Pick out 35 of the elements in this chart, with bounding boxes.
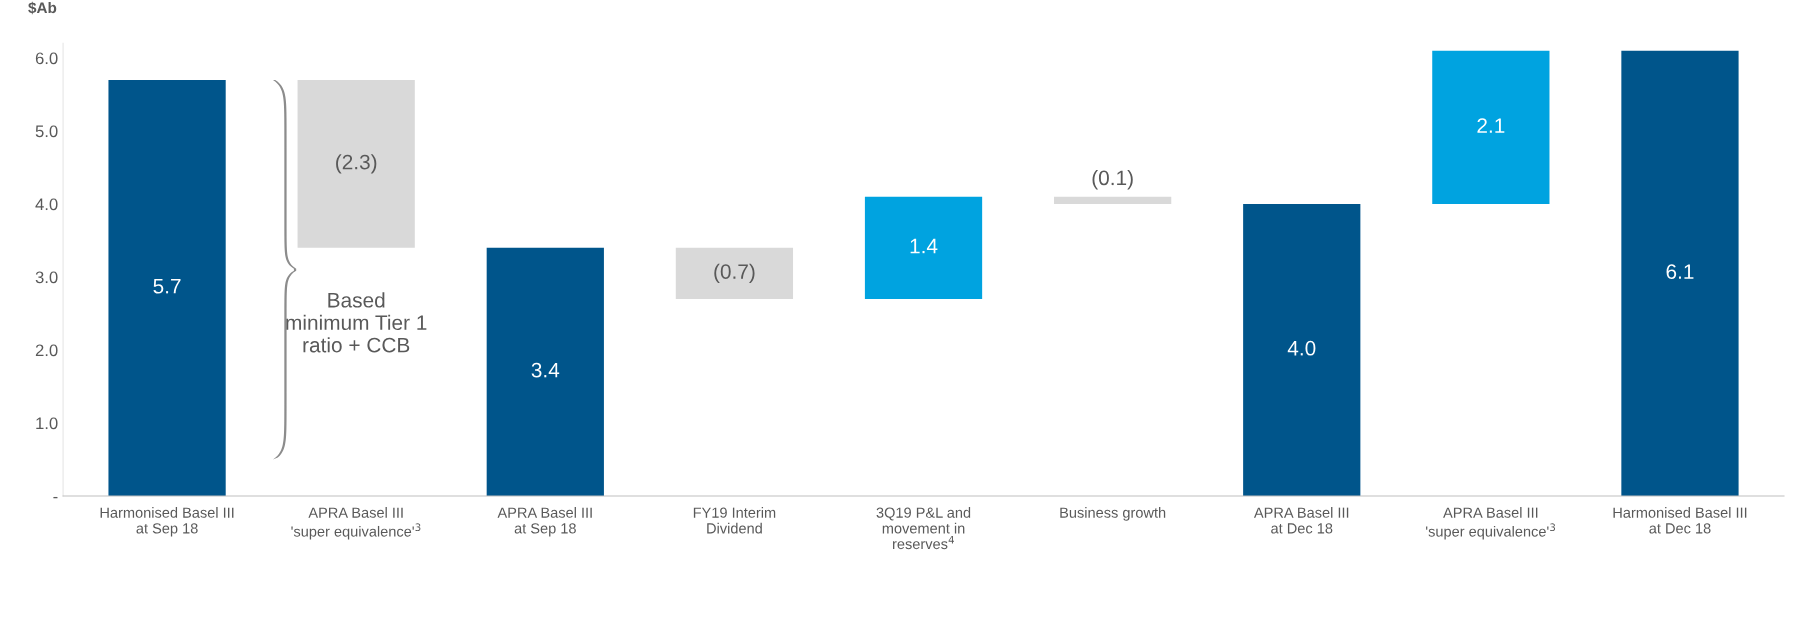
x-tick-label: APRA Basel III 'super equivalence'$^{3}$ [1426, 507, 1556, 540]
bar [675, 247, 794, 299]
x-tick-label: Harmonised Basel III at Dec 18 [1613, 507, 1747, 534]
y-tick-label: 5.0 [35, 125, 58, 138]
data-label: 5.7 [153, 279, 181, 294]
y-tick-label: 2.0 [35, 344, 58, 357]
bar [864, 196, 983, 299]
data-label: 4.0 [1287, 340, 1316, 356]
bar [1054, 196, 1172, 204]
x-tick-label: Harmonised Basel III at Sep 18 [100, 507, 234, 537]
x-tick-label: APRA Basel III at Sep 18 [497, 507, 592, 537]
data-label: 3.4 [531, 362, 560, 378]
data-label: 2.1 [1477, 118, 1505, 133]
y-tick-label: - [53, 496, 58, 499]
bar [1621, 50, 1739, 496]
y-tick-label: 6.0 [35, 52, 58, 65]
data-label: (0.7) [714, 263, 755, 284]
data-label: 1.4 [910, 238, 938, 254]
y-tick-label: 4.0 [35, 198, 58, 211]
y-tick-label: 3.0 [35, 271, 58, 284]
x-tick-label: Business growth [1060, 507, 1166, 521]
x-tick-label: APRA Basel III at Dec 18 [1253, 507, 1349, 534]
y-axis-title: $Ab [28, 1, 57, 15]
bar [1243, 204, 1361, 496]
y-tick-label: 1.0 [36, 417, 58, 430]
bar [486, 247, 604, 496]
data-label: 6.1 [1666, 264, 1694, 279]
data-label: (0.1) [1092, 169, 1133, 190]
bar [108, 79, 226, 496]
data-label: (2.3) [336, 154, 377, 174]
x-tick-label: 3Q19 P&L and movement in reserves$^{4}$ [876, 507, 971, 550]
bar [1432, 50, 1550, 204]
x-tick-label: APRA Basel III 'super equivalence'$^{3}$ [291, 507, 421, 540]
x-tick-label: FY19 Interim Dividend [693, 507, 776, 534]
annotation: Based minimum Tier 1 ratio + CCB [286, 292, 427, 353]
